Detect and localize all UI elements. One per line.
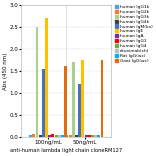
Bar xyxy=(97,135,100,137)
Bar xyxy=(51,134,54,137)
Bar xyxy=(75,135,78,137)
Bar xyxy=(48,135,51,137)
Bar xyxy=(29,135,32,137)
Bar xyxy=(58,135,61,137)
Bar xyxy=(72,62,75,137)
Legend: human IgG1k, human IgG2k, human IgG3k, human IgG4k, human IgM(kx), human IgE, hu: human IgG1k, human IgG2k, human IgG3k, h… xyxy=(114,4,153,63)
Bar xyxy=(85,135,88,137)
Bar xyxy=(39,135,42,137)
Bar xyxy=(91,135,94,137)
Bar xyxy=(55,135,58,137)
Bar xyxy=(45,18,48,137)
Y-axis label: Abs (450 nm): Abs (450 nm) xyxy=(3,52,8,90)
X-axis label: anti-human lambda light chain cloneRM127: anti-human lambda light chain cloneRM127 xyxy=(10,148,122,153)
Bar xyxy=(101,60,103,137)
Bar xyxy=(32,134,35,137)
Bar xyxy=(81,60,84,137)
Bar xyxy=(94,135,97,137)
Bar xyxy=(66,135,68,137)
Bar xyxy=(36,27,39,137)
Bar xyxy=(88,135,91,137)
Bar xyxy=(78,84,81,137)
Bar xyxy=(61,135,64,137)
Bar xyxy=(64,66,67,137)
Bar xyxy=(69,135,72,137)
Bar xyxy=(42,69,45,137)
